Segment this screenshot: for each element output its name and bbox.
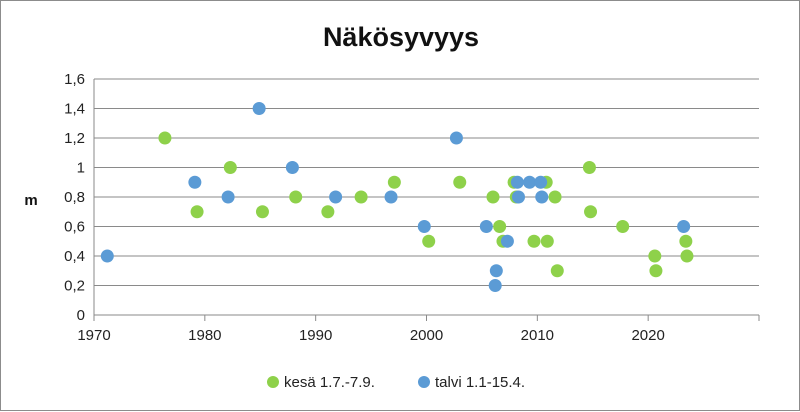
data-point-talvi <box>535 190 549 204</box>
data-point-talvi <box>488 279 502 292</box>
data-point-talvi <box>417 220 431 233</box>
chart-title: Näkösyvyys <box>323 22 479 52</box>
legend-marker-talvi <box>418 376 430 388</box>
data-point-talvi <box>221 190 235 204</box>
data-point-kesa <box>527 234 541 248</box>
data-point-kesa <box>548 190 562 204</box>
data-point-kesa <box>486 190 500 204</box>
data-point-kesa <box>321 205 335 219</box>
y-axis-label: m <box>24 192 37 209</box>
y-tick-label: 0,8 <box>64 189 85 206</box>
legend-label-kesa: kesä 1.7.-7.9. <box>284 374 375 391</box>
x-tick-label: 1990 <box>299 327 332 344</box>
data-point-talvi <box>500 234 514 248</box>
y-tick-labels: 0 0,2 0,4 0,6 0,8 1 1,2 1,4 1,6 <box>64 71 85 324</box>
data-point-talvi <box>449 131 463 145</box>
data-point-kesa <box>289 190 303 204</box>
data-point-talvi <box>285 161 299 174</box>
data-point-kesa <box>387 175 401 189</box>
data-point-kesa <box>679 234 693 248</box>
y-tick-label: 0,2 <box>64 278 85 295</box>
data-point-talvi <box>252 102 266 115</box>
data-points <box>100 102 694 292</box>
data-point-kesa <box>255 205 269 219</box>
legend-label-talvi: talvi 1.1-15.4. <box>435 374 525 391</box>
x-tick-labels: 1970 1980 1990 2000 2010 2020 <box>77 327 665 344</box>
y-tick-label: 1 <box>77 160 85 177</box>
y-tick-label: 1,6 <box>64 71 85 88</box>
data-point-talvi <box>677 220 691 233</box>
x-tick-label: 1980 <box>188 327 221 344</box>
x-tick-label: 2000 <box>410 327 443 344</box>
y-tick-label: 1,4 <box>64 101 85 118</box>
data-point-kesa <box>648 249 662 263</box>
data-point-kesa <box>354 190 368 204</box>
data-point-kesa <box>584 205 598 219</box>
data-point-talvi <box>534 175 548 189</box>
data-point-talvi <box>188 175 202 189</box>
y-tick-label: 0,4 <box>64 248 85 265</box>
data-point-kesa <box>190 205 204 219</box>
x-tick-label: 2020 <box>631 327 664 344</box>
data-point-talvi <box>523 175 537 189</box>
data-point-kesa <box>649 264 663 278</box>
legend: kesä 1.7.-7.9. talvi 1.1-15.4. <box>267 374 525 391</box>
data-point-kesa <box>540 234 554 248</box>
data-point-kesa <box>453 175 467 189</box>
data-point-kesa <box>493 220 507 233</box>
data-point-talvi <box>329 190 343 204</box>
y-tick-label: 1,2 <box>64 130 85 147</box>
axes <box>93 79 760 321</box>
data-point-kesa <box>223 161 237 174</box>
data-point-talvi <box>479 220 493 233</box>
legend-marker-kesa <box>267 376 279 388</box>
data-point-kesa <box>422 234 436 248</box>
y-tick-label: 0 <box>77 307 85 324</box>
data-point-kesa <box>550 264 564 278</box>
data-point-kesa <box>680 249 694 263</box>
data-point-kesa <box>582 161 596 174</box>
data-point-kesa <box>616 220 630 233</box>
x-tick-label: 2010 <box>521 327 554 344</box>
y-tick-label: 0,6 <box>64 219 85 236</box>
data-point-talvi <box>489 264 503 278</box>
data-point-kesa <box>158 131 172 145</box>
data-point-talvi <box>510 175 524 189</box>
data-point-talvi <box>511 190 525 204</box>
data-point-talvi <box>384 190 398 204</box>
x-tick-label: 1970 <box>77 327 110 344</box>
data-point-talvi <box>100 249 114 263</box>
